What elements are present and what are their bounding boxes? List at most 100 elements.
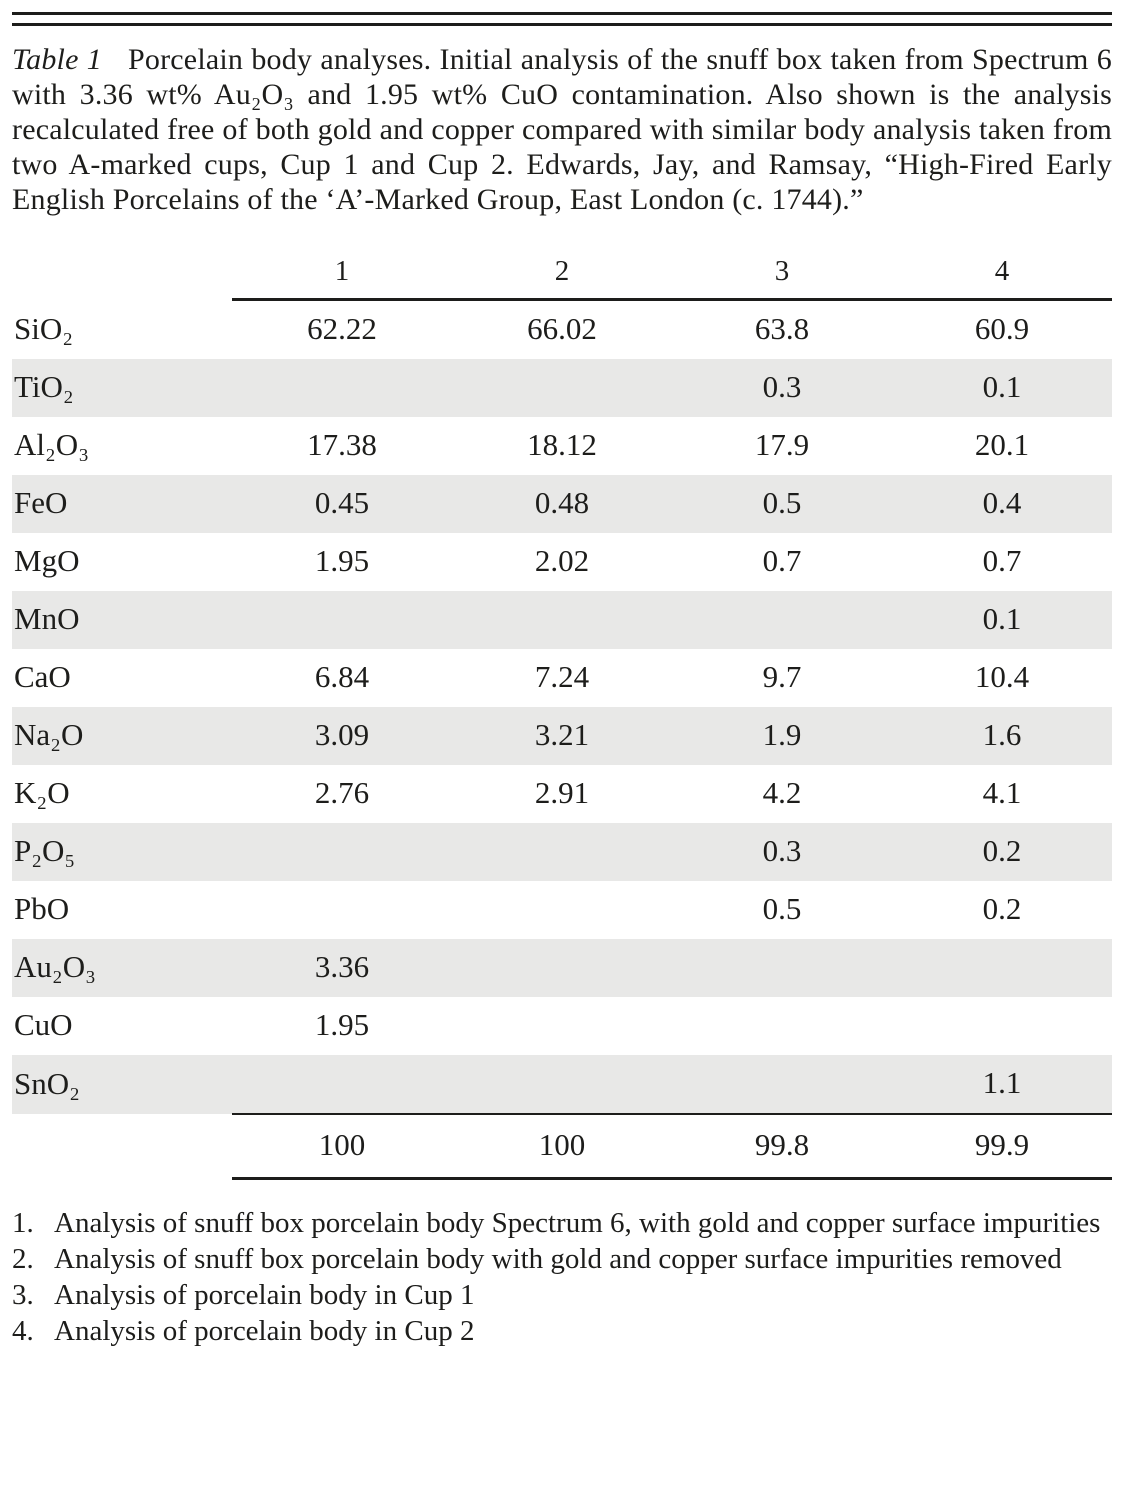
compound-label: FeO [14,485,68,521]
compound-label: SiO₂ [14,310,74,346]
value-cell [452,359,672,417]
value-cell: 0.2 [982,891,1022,927]
value-cell: 0.2 [982,833,1022,869]
value-cell: 0.5 [762,891,802,927]
value-cell [672,1055,892,1114]
table-body: SiO₂ 62.22 66.02 63.8 60.9 TiO₂ 0.3 0.1 Al₂O₃ 17.… [12,300,1112,1115]
table-row: SnO₂ 1.1 [12,1055,1112,1115]
value-cell: 0.3 [762,833,802,869]
total-value: 99.9 [892,1113,1112,1181]
table-row: PbO 0.5 0.2 [12,881,1112,939]
value-cell: 0.4 [982,485,1022,521]
totals-corner-spacer [12,1114,232,1179]
value-cell [452,823,672,881]
footnote-number: 3. [12,1279,34,1312]
value-cell [672,939,892,997]
value-cell: 2.91 [534,775,590,811]
total-value: 100 [452,1113,672,1181]
value-cell: 17.9 [754,427,810,463]
footnote-text: Analysis of porcelain body in Cup 1 [54,1279,475,1312]
value-cell: 1.6 [982,717,1022,753]
compound-label: Na₂O [14,717,84,753]
footnote-number: 1. [12,1207,34,1240]
value-cell: 10.4 [974,659,1030,695]
total-value: 99.8 [672,1113,892,1181]
footnotes: 1. Analysis of snuff box porcelain body S… [12,1206,1112,1350]
value-cell: 2.02 [534,543,590,579]
compound-label: Al₂O₃ [14,427,90,463]
value-cell [232,591,452,649]
value-cell: 63.8 [754,311,810,347]
value-cell [452,939,672,997]
footnote-number: 2. [12,1243,34,1276]
value-cell: 3.09 [314,717,370,753]
value-cell: 2.76 [314,775,370,811]
value-cell [892,939,1112,997]
footnote-number: 4. [12,1315,34,1348]
footnote: 4. Analysis of porcelain body in Cup 2 [12,1314,1112,1350]
value-cell [672,591,892,649]
column-header-3: 3 [672,255,892,302]
compound-label: PbO [14,891,70,927]
footnote: 1. Analysis of snuff box porcelain body S… [12,1206,1112,1242]
table-row: CuO 1.95 [12,997,1112,1055]
table-caption-label: Table 1 [12,43,103,76]
value-cell [452,881,672,939]
value-cell: 4.2 [762,775,802,811]
footnote-text: Analysis of snuff box porcelain body Spe… [54,1207,1101,1240]
column-header-2: 2 [452,255,672,302]
value-cell [232,359,452,417]
column-header-4: 4 [892,255,1112,302]
footnote: 3. Analysis of porcelain body in Cup 1 [12,1278,1112,1314]
value-cell: 0.1 [982,601,1022,637]
value-cell: 62.22 [307,311,377,347]
column-header-1: 1 [232,255,452,302]
compound-label: Au₂O₃ [14,949,96,985]
table-caption-text: Porcelain body analyses. Initial analysi… [12,43,1113,217]
value-cell: 0.45 [314,485,370,521]
value-cell: 0.3 [762,369,802,405]
value-cell: 6.84 [314,659,370,695]
table-row: Al₂O₃ 17.38 18.12 17.9 20.1 [12,417,1112,475]
table-row: Na₂O 3.09 3.21 1.9 1.6 [12,707,1112,766]
compound-label: CaO [14,659,71,695]
compound-label: MnO [14,601,80,637]
value-cell [452,591,672,649]
table-row: CaO 6.84 7.24 9.7 10.4 [12,649,1112,707]
total-value: 100 [232,1113,452,1181]
table-row: TiO₂ 0.3 0.1 [12,359,1112,418]
value-cell: 9.7 [762,659,802,695]
compound-label: MgO [14,543,80,579]
table-caption: Table 1 Porcelain body analyses. Initial … [12,42,1112,217]
header-corner-spacer [12,255,232,300]
table-row: MgO 1.95 2.02 0.7 0.7 [12,533,1112,591]
value-cell: 3.36 [314,949,370,985]
value-cell [892,997,1112,1055]
value-cell: 66.02 [527,311,597,347]
value-cell [452,997,672,1055]
value-cell: 60.9 [974,311,1030,347]
value-cell [232,823,452,881]
value-cell: 0.1 [982,369,1022,405]
value-cell [232,1055,452,1114]
table-row: K₂O 2.76 2.91 4.2 4.1 [12,765,1112,823]
compound-label: TiO₂ [14,369,74,405]
table-row: MnO 0.1 [12,591,1112,650]
value-cell [232,881,452,939]
value-cell: 18.12 [527,427,597,463]
compound-label: K₂O [14,775,70,811]
footnote-text: Analysis of porcelain body in Cup 2 [54,1315,475,1348]
footnote-text: Analysis of snuff box porcelain body wit… [54,1243,1062,1276]
value-cell: 1.1 [982,1065,1022,1101]
table-row: Au₂O₃ 3.36 [12,939,1112,998]
footnote: 2. Analysis of snuff box porcelain body w… [12,1242,1112,1278]
value-cell: 7.24 [534,659,590,695]
compound-label: SnO₂ [14,1065,80,1101]
compound-label: CuO [14,1007,73,1043]
table-totals-row: 100 100 99.8 99.9 [12,1113,1112,1181]
value-cell: 1.9 [762,717,802,753]
value-cell: 17.38 [307,427,377,463]
value-cell: 20.1 [974,427,1030,463]
